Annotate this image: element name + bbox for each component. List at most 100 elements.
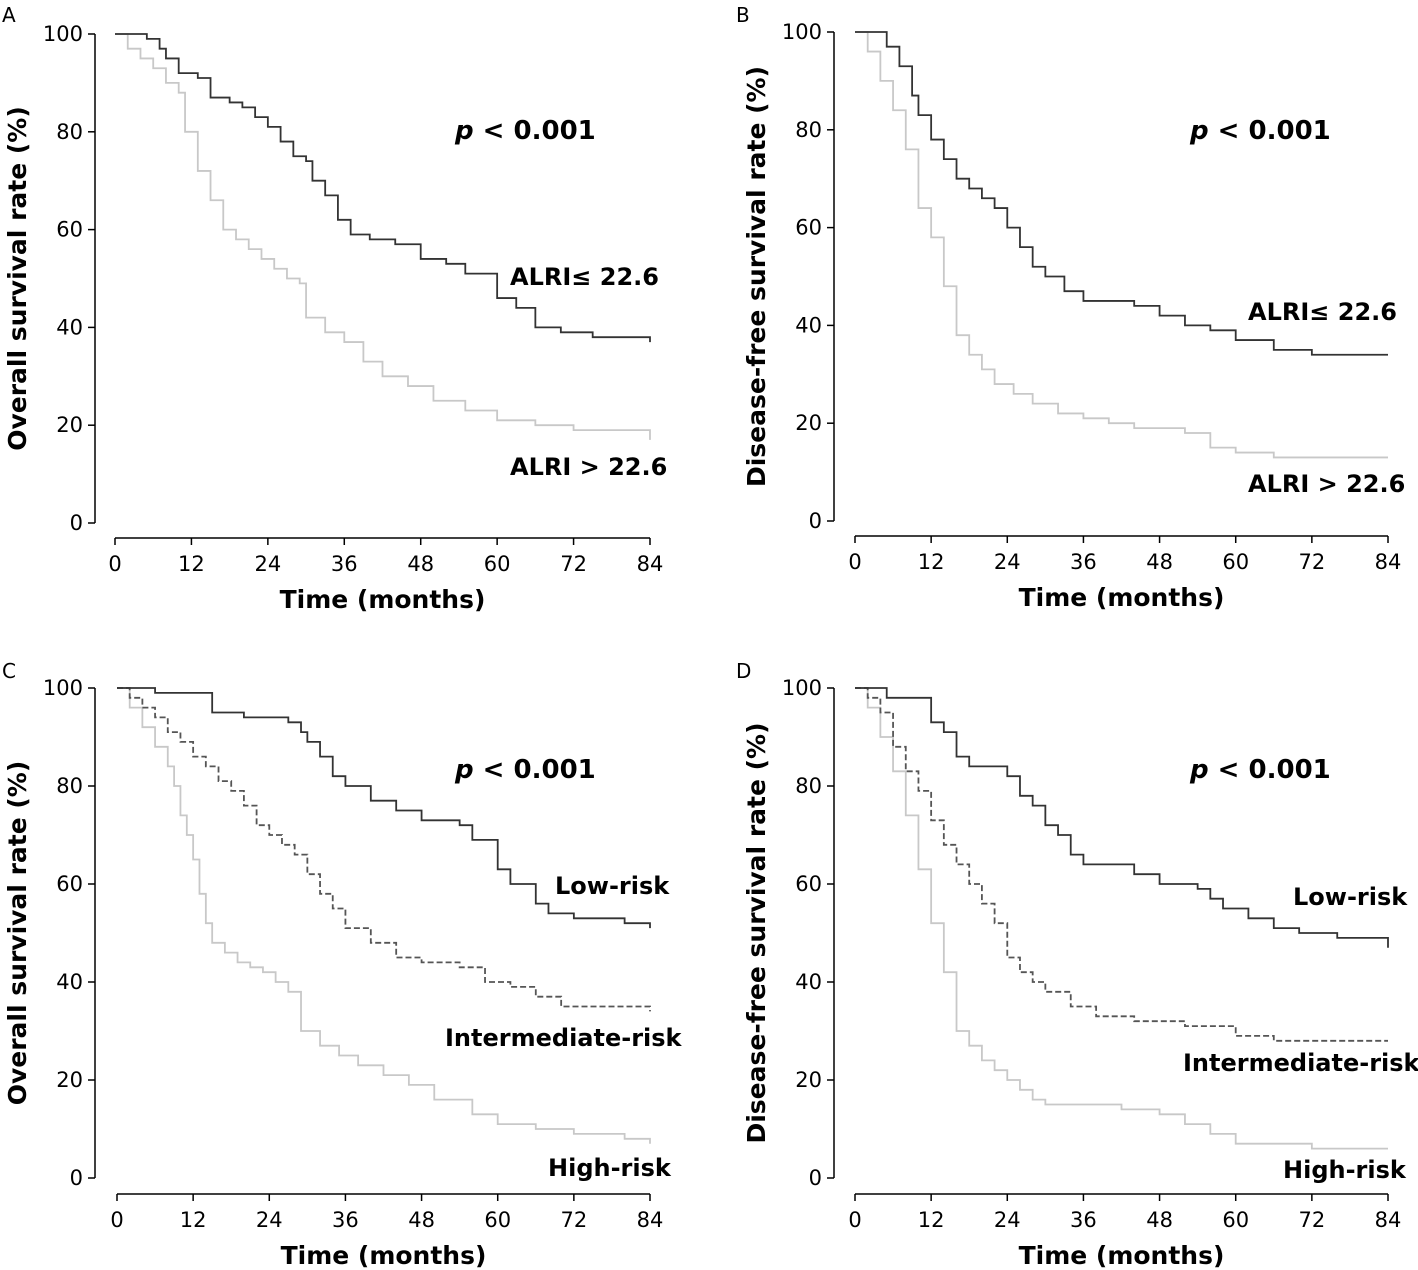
x-tick-label: 72 (560, 552, 587, 576)
p-value-text: < 0.001 (474, 755, 596, 785)
y-tick-label: 80 (795, 774, 822, 798)
y-tick-label: 80 (56, 120, 83, 144)
p-value-text: < 0.001 (1209, 755, 1331, 785)
x-tick-label: 12 (918, 550, 945, 574)
y-tick-label: 20 (795, 411, 822, 435)
x-tick-label: 36 (332, 1208, 359, 1232)
x-tick-label: 24 (256, 1208, 283, 1232)
y-tick-label: 100 (43, 22, 83, 46)
x-tick-label: 0 (848, 1208, 861, 1232)
y-tick-label: 100 (782, 20, 822, 44)
series-label: ALRI > 22.6 (510, 453, 667, 481)
panel-letter: A (2, 3, 16, 27)
series-label: High-risk (548, 1154, 672, 1182)
y-axis-title: Overall survival rate (%) (3, 761, 32, 1106)
x-tick-label: 12 (178, 552, 205, 576)
p-value-text: < 0.001 (1209, 116, 1331, 146)
y-tick-label: 0 (809, 1166, 822, 1190)
panel-letter: C (2, 659, 16, 683)
x-tick-label: 84 (1375, 550, 1402, 574)
curve-alri-22-6 (855, 31, 1388, 356)
x-tick-label: 48 (407, 552, 434, 576)
x-tick-label: 84 (637, 552, 664, 576)
y-tick-label: 80 (56, 774, 83, 798)
panel-letter: D (736, 659, 751, 683)
y-tick-label: 60 (56, 218, 83, 242)
y-tick-label: 100 (782, 676, 822, 700)
curve-alri-22-6 (115, 33, 651, 343)
curve-alri-22-6 (115, 33, 651, 440)
x-axis-title: Time (months) (280, 585, 486, 614)
y-tick-label: 40 (795, 313, 822, 337)
x-tick-label: 84 (1375, 1208, 1402, 1232)
panel-b: B 0 20 40 60 80 100 0 12 24 36 48 60 72 84 Time (months… (736, 3, 1405, 612)
x-tick-label: 36 (1070, 550, 1097, 574)
x-tick-label: 48 (1146, 550, 1173, 574)
y-tick-label: 40 (56, 315, 83, 339)
x-tick-label: 48 (1146, 1208, 1173, 1232)
x-tick-label: 0 (848, 550, 861, 574)
y-tick-label: 60 (56, 872, 83, 896)
y-tick-label: 60 (795, 216, 822, 240)
x-tick-label: 0 (110, 1208, 123, 1232)
y-tick-label: 0 (809, 509, 822, 533)
y-tick-label: 40 (56, 970, 83, 994)
series-label: ALRI > 22.6 (1248, 470, 1405, 498)
series-label: Intermediate-risk (445, 1024, 683, 1052)
y-tick-label: 80 (795, 118, 822, 142)
p-value: p < 0.001 (454, 116, 596, 146)
x-axis-title: Time (months) (281, 1241, 487, 1270)
panel-d: D 0 20 40 60 80 100 0 12 24 36 48 60 72 84 Time (months… (736, 659, 1418, 1270)
y-tick-label: 60 (795, 872, 822, 896)
y-tick-label: 20 (56, 1068, 83, 1092)
p-value-symbol: p (454, 755, 474, 785)
curve-intermediate-risk (117, 687, 651, 1012)
x-tick-label: 60 (484, 1208, 511, 1232)
x-tick-label: 12 (180, 1208, 207, 1232)
x-tick-label: 36 (331, 552, 358, 576)
curve-low-risk (117, 687, 651, 929)
x-tick-label: 72 (560, 1208, 587, 1232)
curve-low-risk (855, 687, 1389, 948)
x-tick-label: 12 (918, 1208, 945, 1232)
panel-letter: B (736, 3, 750, 27)
x-tick-label: 72 (1298, 550, 1325, 574)
curve-high-risk (117, 687, 651, 1144)
x-tick-label: 84 (637, 1208, 664, 1232)
x-tick-label: 60 (484, 552, 511, 576)
series-label: Intermediate-risk (1183, 1049, 1418, 1077)
x-tick-label: 60 (1222, 550, 1249, 574)
series-label: Low-risk (1293, 883, 1408, 911)
curve-high-risk (855, 687, 1388, 1150)
p-value: p < 0.001 (454, 755, 596, 785)
y-tick-label: 20 (56, 413, 83, 437)
y-axis-title: Disease-free survival rate (%) (742, 66, 771, 487)
y-tick-label: 40 (795, 970, 822, 994)
y-tick-label: 20 (795, 1068, 822, 1092)
x-tick-label: 0 (108, 552, 121, 576)
y-tick-label: 0 (70, 1166, 83, 1190)
panel-c: C 0 20 40 60 80 100 0 12 24 36 48 60 72 84 Time (months… (2, 659, 683, 1270)
x-axis-title: Time (months) (1019, 1241, 1225, 1270)
x-tick-label: 48 (408, 1208, 435, 1232)
series-label: ALRI≤ 22.6 (1248, 298, 1397, 326)
y-axis-title: Overall survival rate (%) (3, 106, 32, 451)
p-value-text: < 0.001 (474, 116, 596, 146)
y-axis-title: Disease-free survival rate (%) (742, 722, 771, 1143)
p-value-symbol: p (454, 116, 474, 146)
p-value-symbol: p (1189, 116, 1209, 146)
p-value: p < 0.001 (1189, 755, 1331, 785)
panel-a: A 0 20 40 60 80 100 0 12 24 36 48 60 72 84 Time (months… (2, 3, 667, 614)
x-tick-label: 36 (1070, 1208, 1097, 1232)
x-tick-label: 24 (994, 550, 1021, 574)
curve-intermediate-risk (855, 687, 1388, 1042)
x-tick-label: 24 (994, 1208, 1021, 1232)
y-tick-label: 0 (70, 511, 83, 535)
x-axis-title: Time (months) (1019, 583, 1225, 612)
series-label: Low-risk (555, 872, 670, 900)
x-tick-label: 24 (254, 552, 281, 576)
curve-alri-22-6 (855, 31, 1388, 459)
series-label: High-risk (1283, 1156, 1407, 1184)
x-tick-label: 60 (1222, 1208, 1249, 1232)
